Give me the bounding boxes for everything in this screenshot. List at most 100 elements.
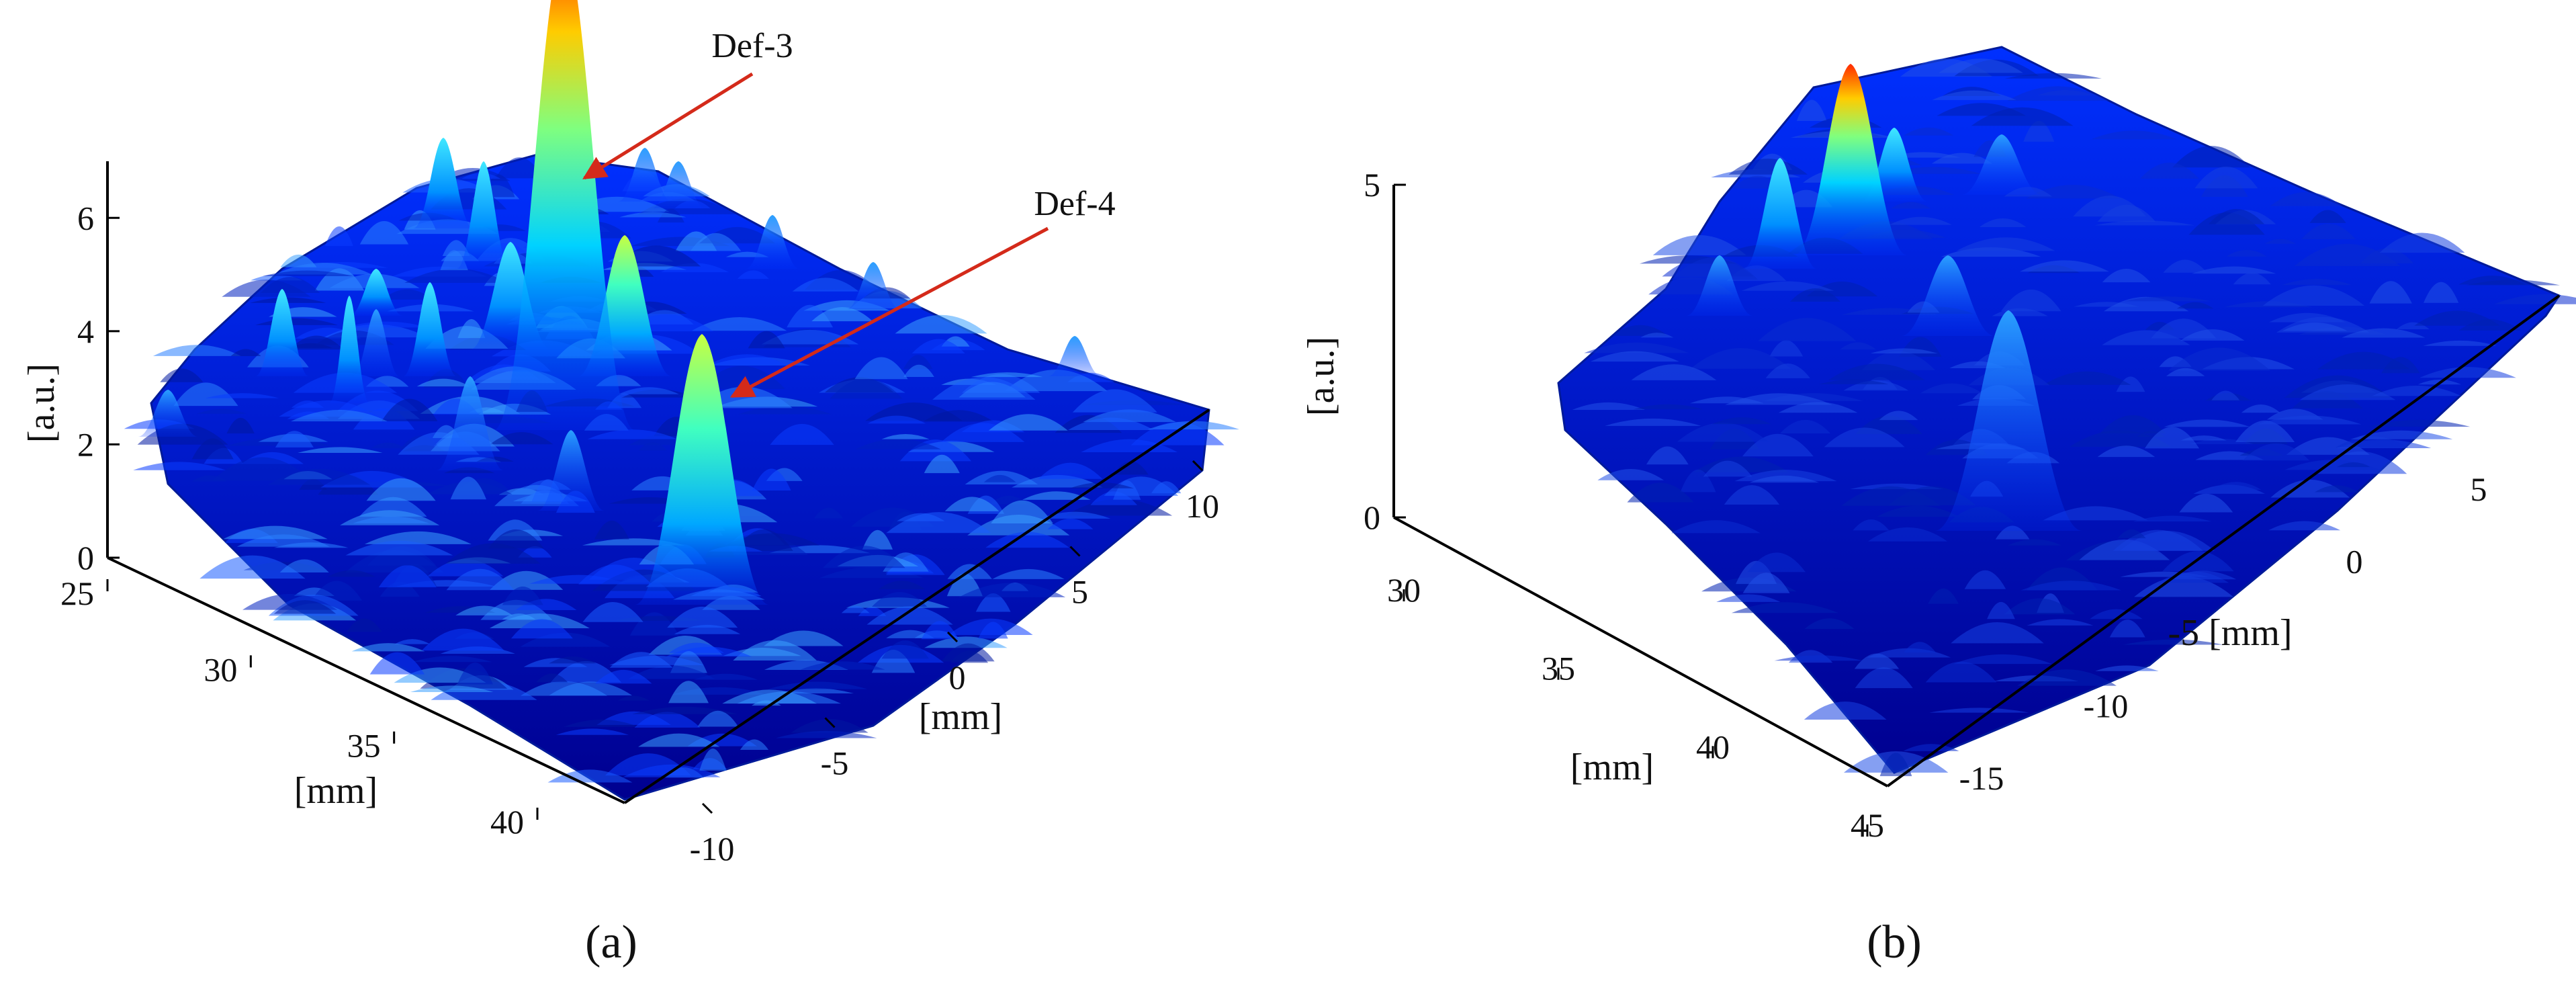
- surface-a-spike: [746, 215, 799, 269]
- y-ticks-b: -15 -10 -5 [mm] 0 5: [1959, 470, 2487, 797]
- surface-ridge: [634, 712, 701, 728]
- surface-ridge: [371, 442, 406, 449]
- surface-a-spike: [846, 262, 900, 309]
- surface-ridge: [412, 656, 492, 663]
- surface-ridge: [2282, 279, 2352, 286]
- surface-ridge: [2166, 368, 2205, 376]
- surface-ridge: [2191, 266, 2276, 274]
- x-a-tick-label: 35: [347, 727, 381, 765]
- surface-a-spike: [349, 269, 403, 316]
- surface-ridge: [948, 618, 1033, 635]
- surface-ridge: [1068, 417, 1154, 430]
- surface-ridge: [881, 640, 929, 659]
- z-tick-label-b: 5: [1364, 166, 1380, 204]
- surface-ridge: [416, 378, 470, 387]
- surface-ridge: [1631, 364, 1717, 380]
- surface-a-spike: [437, 376, 504, 470]
- surface-ridge: [290, 335, 344, 350]
- surface-ridge: [1850, 483, 1944, 490]
- surface-ridge: [932, 376, 1036, 400]
- surface-ridge: [1690, 348, 1791, 369]
- surface-ridge: [1804, 618, 1855, 630]
- surface-ridge: [867, 415, 926, 424]
- surface-a-spike: [353, 309, 400, 376]
- surface-ridge: [2419, 367, 2516, 378]
- surface-ridge: [886, 630, 934, 638]
- surface-ridge: [2342, 328, 2426, 338]
- surface-ridge: [2123, 639, 2223, 645]
- surface-ridge: [152, 345, 241, 356]
- surface-ridge: [699, 748, 727, 771]
- surface-ridge: [1047, 518, 1094, 529]
- surface-ridge: [1920, 383, 1983, 394]
- surface-ridge: [324, 226, 353, 247]
- surface-ridge: [991, 500, 1053, 524]
- surface-ridge: [2133, 515, 2212, 522]
- surface-ridge: [2379, 232, 2465, 253]
- surface-ridge: [1597, 469, 1664, 480]
- surface-ridge: [707, 354, 787, 366]
- surface-ridge: [637, 733, 720, 747]
- surface-ridge: [924, 454, 960, 474]
- surface-ridge: [1854, 653, 1900, 669]
- surface-ridge: [536, 673, 568, 683]
- surface-ridge: [2124, 296, 2211, 302]
- surface-ridge: [924, 636, 1008, 648]
- surface-ridge: [768, 681, 868, 689]
- surface-ridge: [404, 268, 508, 283]
- surface-ridge: [1855, 667, 1913, 689]
- def3-peak: [494, 0, 635, 430]
- surface-ridge: [2020, 581, 2121, 591]
- surface-ridge: [327, 570, 375, 577]
- y-tick-label-b: -15: [1959, 759, 2004, 797]
- surface-ridge: [340, 510, 440, 525]
- surface-ridge: [2180, 329, 2245, 341]
- z-ticks-b: 05: [1364, 166, 1406, 536]
- surface-ridge: [1888, 486, 1976, 505]
- surface-ridge: [1765, 364, 1810, 378]
- surface-ridge: [2007, 539, 2062, 546]
- surface-ridge: [895, 314, 987, 334]
- x-b-tick-label: 30: [1387, 571, 1421, 609]
- surface-ridge: [191, 475, 228, 482]
- surface-ridge: [1716, 594, 1781, 602]
- surface-ridge: [1640, 333, 1674, 338]
- surface-ridge: [2073, 196, 2147, 217]
- secondary-peak-b: [1935, 310, 2082, 531]
- surface-ridge: [1953, 654, 2052, 665]
- y-axis-b: [1886, 294, 2561, 787]
- surface-ridge: [1951, 622, 2044, 644]
- y-a-tick-mark: [1192, 460, 1204, 472]
- surface-ridge: [279, 559, 329, 573]
- def4-peak: [635, 334, 769, 605]
- surface-ridge: [1987, 601, 2015, 620]
- surface-ridge: [262, 270, 353, 277]
- surface-ridge: [1824, 427, 1905, 447]
- y-a-tick-label: -5: [821, 744, 849, 782]
- surface-ridge: [549, 656, 596, 664]
- surface-ridge: [226, 417, 255, 434]
- surface-ridge: [2211, 482, 2262, 490]
- surface-ridge: [488, 529, 544, 549]
- z-tick-label-a: 2: [77, 425, 94, 463]
- surface-ridge: [748, 331, 785, 349]
- surface-ridge: [618, 387, 679, 394]
- surface-ridge: [763, 630, 844, 646]
- surface-b-texture: [1572, 58, 2576, 777]
- surface-ridge: [502, 586, 543, 605]
- surface-ridge: [2282, 323, 2348, 331]
- surface-ridge: [2372, 385, 2462, 396]
- surface-ridge: [1929, 708, 2029, 713]
- surface-ridge: [1689, 396, 1764, 404]
- surface-ridge: [2090, 609, 2143, 620]
- surface-ridge: [1646, 446, 1689, 465]
- x-ticks-b: 30 35 40 45: [1387, 571, 1884, 844]
- surface-ridge: [983, 474, 1016, 482]
- surface-ridge: [858, 606, 887, 616]
- surface-b-spike: [1686, 255, 1753, 316]
- surface-ridge: [740, 739, 769, 751]
- surface-ridge: [2117, 529, 2146, 539]
- panel-a: 0 2 4 6 25 30 35 40 -10 -5 0 5 10 [a.u.] [mm] [mm]…: [21, 0, 1240, 968]
- surface-ridge: [2007, 86, 2108, 101]
